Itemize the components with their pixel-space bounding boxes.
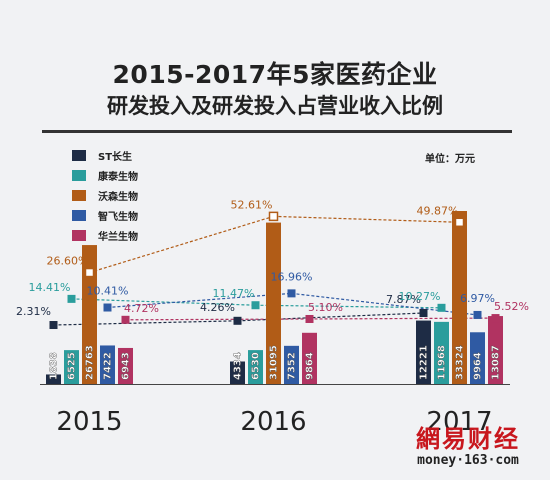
bar bbox=[488, 316, 503, 384]
bar-value-label: 4334 bbox=[233, 352, 244, 380]
bar-value-label: 11968 bbox=[437, 345, 448, 380]
category-label: 2015 bbox=[56, 407, 122, 437]
bar bbox=[248, 350, 263, 384]
bar-value-label: 6530 bbox=[251, 352, 262, 380]
ratio-label: 14.41% bbox=[29, 281, 71, 294]
legend-item: 沃森生物 bbox=[72, 186, 138, 204]
ratio-label: 5.52% bbox=[494, 300, 529, 313]
legend-item: ST长生 bbox=[72, 146, 138, 164]
ratio-label: 26.60% bbox=[47, 255, 89, 268]
ratio-marker bbox=[437, 303, 446, 312]
category-label: 2017 bbox=[426, 407, 492, 437]
category-label: 2016 bbox=[240, 407, 306, 437]
ratio-line-segment bbox=[255, 304, 442, 309]
bar-value-label: 26763 bbox=[85, 345, 96, 380]
title-divider bbox=[42, 130, 512, 133]
bar bbox=[434, 321, 449, 384]
bar bbox=[82, 245, 97, 384]
ratio-marker bbox=[305, 314, 314, 323]
bar bbox=[230, 361, 245, 384]
ratio-label: 10.27% bbox=[399, 290, 441, 303]
legend-item: 康泰生物 bbox=[72, 166, 138, 184]
ratio-marker bbox=[287, 289, 296, 298]
ratio-label: 49.87% bbox=[417, 204, 459, 217]
ratio-marker bbox=[251, 301, 260, 310]
chart-title-line1: 2015-2017年5家医药企业 bbox=[112, 60, 438, 89]
logo-main: 網易财经 bbox=[416, 424, 520, 453]
bar-value-label: 13087 bbox=[491, 345, 502, 380]
bar-value-label: 31095 bbox=[269, 345, 280, 380]
ratio-line-segment bbox=[107, 292, 292, 309]
legend-label: 智飞生物 bbox=[98, 211, 138, 223]
bar bbox=[64, 350, 79, 384]
bar-value-label: 9964 bbox=[473, 352, 484, 380]
ratio-marker bbox=[491, 314, 500, 323]
bar bbox=[452, 211, 467, 384]
bar-value-label: 7352 bbox=[287, 352, 298, 380]
netease-finance-logo: 網易财经 money·163·com bbox=[398, 424, 538, 469]
ratio-marker bbox=[49, 321, 58, 330]
ratio-marker bbox=[121, 315, 130, 324]
ratio-line-segment bbox=[53, 320, 238, 326]
legend-label: 沃森生物 bbox=[98, 191, 138, 203]
legend-label: 华兰生物 bbox=[98, 231, 138, 243]
ratio-marker bbox=[103, 303, 112, 312]
ratio-line-segment bbox=[273, 215, 460, 223]
ratio-line-segment bbox=[291, 292, 478, 316]
ratio-line-segment bbox=[71, 298, 256, 306]
ratio-marker bbox=[84, 267, 95, 278]
ratio-marker bbox=[233, 316, 242, 325]
ratio-label: 7.87% bbox=[386, 293, 421, 306]
legend-swatch-1 bbox=[72, 169, 86, 181]
unit-label: 单位：万元 bbox=[425, 154, 475, 165]
legend-swatch-2 bbox=[72, 189, 86, 201]
ratio-marker bbox=[473, 310, 482, 319]
ratio-marker bbox=[268, 211, 279, 222]
bar bbox=[266, 222, 281, 384]
ratio-marker bbox=[419, 309, 428, 318]
legend-item: 智飞生物 bbox=[72, 206, 138, 224]
bar bbox=[118, 347, 133, 384]
bar bbox=[284, 345, 299, 384]
ratio-label: 2.31% bbox=[16, 305, 51, 318]
ratio-marker bbox=[67, 294, 76, 303]
ratio-label: 6.97% bbox=[460, 292, 495, 305]
legend-label: 康泰生物 bbox=[98, 171, 138, 183]
bar bbox=[46, 374, 61, 384]
bar-value-label: 1838 bbox=[49, 352, 60, 380]
chart-title-line2: 研发投入及研发投入占营业收入比例 bbox=[107, 94, 443, 118]
ratio-label: 52.61% bbox=[231, 198, 273, 211]
legend-swatch-4 bbox=[72, 229, 86, 241]
logo-url: money·163·com bbox=[417, 453, 519, 468]
ratio-label: 5.10% bbox=[308, 301, 343, 314]
ratio-label: 4.72% bbox=[124, 302, 159, 315]
bar bbox=[302, 332, 317, 384]
bar-value-label: 7422 bbox=[103, 352, 114, 380]
ratio-line-segment bbox=[309, 317, 496, 320]
legend-label: ST长生 bbox=[98, 151, 133, 163]
ratio-line-segment bbox=[89, 215, 274, 274]
bar-value-label: 12221 bbox=[419, 345, 430, 380]
legend-swatch-3 bbox=[72, 209, 86, 221]
legend-swatch-0 bbox=[72, 149, 86, 161]
bar-value-label: 33324 bbox=[455, 345, 466, 380]
chart-legend: ST长生 康泰生物 沃森生物 智飞生物 华兰生物 bbox=[72, 146, 138, 246]
legend-item: 华兰生物 bbox=[72, 226, 138, 244]
ratio-label: 4.26% bbox=[200, 301, 235, 314]
ratio-label: 10.41% bbox=[87, 285, 129, 298]
ratio-line-segment bbox=[237, 312, 424, 322]
bar bbox=[470, 332, 485, 384]
bar bbox=[416, 320, 431, 384]
bar-value-label: 6525 bbox=[67, 352, 78, 380]
ratio-marker bbox=[454, 217, 465, 228]
bar bbox=[100, 345, 115, 384]
bar-value-label: 6943 bbox=[121, 352, 132, 380]
bar-value-label: 9864 bbox=[305, 352, 316, 380]
ratio-label: 11.47% bbox=[213, 287, 255, 300]
ratio-label: 16.96% bbox=[271, 270, 313, 283]
ratio-line-segment bbox=[125, 318, 310, 321]
